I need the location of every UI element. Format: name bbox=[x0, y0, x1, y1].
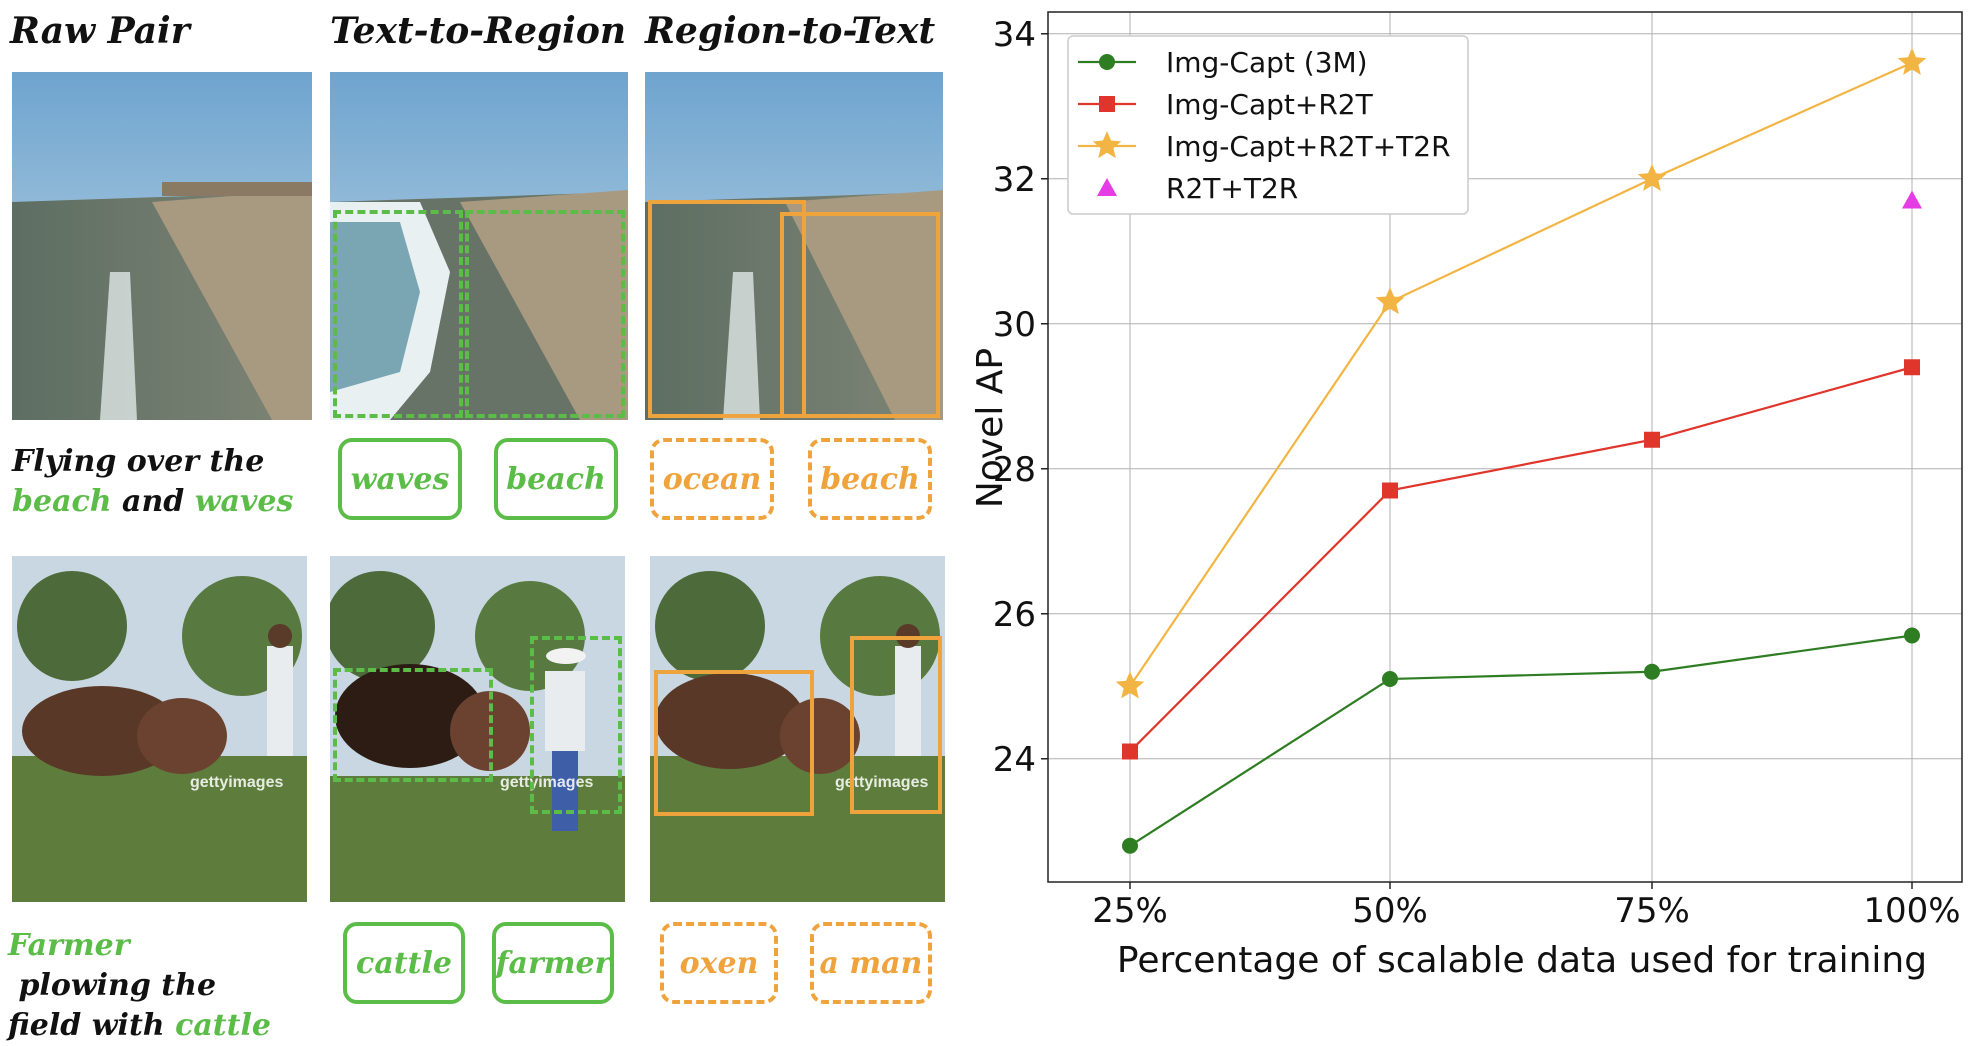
farm-image bbox=[650, 556, 945, 902]
beach-image bbox=[645, 72, 943, 420]
tag-oxen: oxen bbox=[660, 922, 778, 1004]
data-point bbox=[1122, 743, 1138, 760]
farm-photo-raw: gettyimages bbox=[12, 556, 307, 902]
region-box-waves bbox=[333, 210, 463, 418]
legend-label: Img-Capt (3M) bbox=[1166, 46, 1368, 79]
region-box-beach bbox=[465, 210, 625, 418]
column-header-region-to-text: Region-to-Text bbox=[645, 10, 936, 52]
legend-marker bbox=[1097, 178, 1117, 196]
beach-image bbox=[12, 72, 312, 420]
axes: 24 26 28 30 32 34 25% 50% 75% 100% bbox=[993, 11, 1963, 931]
region-box-farmer bbox=[530, 636, 622, 814]
legend-box bbox=[1067, 35, 1469, 215]
region-box-beach bbox=[780, 212, 940, 418]
data-point bbox=[1904, 627, 1920, 644]
caption-keyword: Farmer bbox=[8, 928, 130, 963]
series bbox=[1115, 47, 1927, 854]
y-tick-label: 34 bbox=[993, 15, 1036, 55]
x-tick-label: 50% bbox=[1352, 891, 1428, 931]
beach-photo-t2r bbox=[330, 72, 628, 420]
caption-text: field with bbox=[8, 1008, 176, 1043]
y-tick-label: 30 bbox=[993, 305, 1036, 345]
x-tick-label: 75% bbox=[1614, 891, 1690, 931]
y-tick-label: 26 bbox=[993, 595, 1036, 635]
y-tick-label: 28 bbox=[993, 450, 1036, 490]
data-point bbox=[1897, 47, 1927, 75]
data-point bbox=[1115, 671, 1145, 699]
data-point bbox=[1644, 663, 1660, 680]
y-axis-label: Novel AP bbox=[970, 348, 1011, 508]
series-line bbox=[1129, 366, 1913, 753]
beach-photo-raw bbox=[12, 72, 312, 420]
legend: Img-Capt (3M) Img-Capt+R2T Img-Capt+R2T+T2… bbox=[1067, 35, 1469, 215]
legend-label: R2T+T2R bbox=[1166, 172, 1298, 205]
tag-farmer: farmer bbox=[492, 922, 614, 1004]
y-tick-label: 32 bbox=[993, 160, 1036, 200]
farm-image bbox=[330, 556, 625, 902]
x-tick-label: 25% bbox=[1092, 891, 1168, 931]
region-box-a-man bbox=[850, 636, 942, 814]
tag-beach: beach bbox=[494, 438, 618, 520]
watermark: gettyimages bbox=[835, 774, 929, 791]
tag-a-man: a man bbox=[810, 922, 932, 1004]
region-box-oxen bbox=[654, 670, 814, 816]
data-point bbox=[1122, 837, 1138, 854]
legend-marker bbox=[1099, 54, 1115, 70]
legend-label: Img-Capt+R2T+T2R bbox=[1166, 130, 1451, 163]
tag-waves: waves bbox=[338, 438, 462, 520]
tag-beach: beach bbox=[808, 438, 932, 520]
legend-marker bbox=[1099, 96, 1115, 112]
data-point bbox=[1382, 482, 1398, 499]
illustration-panel: Raw Pair Text-to-Region Region-to-Text bbox=[0, 0, 960, 1043]
caption-keyword: cattle bbox=[175, 1008, 271, 1043]
tag-cattle: cattle bbox=[343, 922, 465, 1004]
data-point bbox=[1382, 671, 1398, 687]
data-point bbox=[1375, 287, 1405, 315]
farm-image bbox=[12, 556, 307, 902]
data-point bbox=[1904, 359, 1920, 376]
farm-photo-t2r: gettyimages bbox=[330, 556, 625, 902]
plot-frame bbox=[1047, 11, 1963, 883]
data-point bbox=[1902, 190, 1922, 209]
beach-photo-r2t bbox=[645, 72, 943, 420]
data-point bbox=[1637, 163, 1667, 191]
caption-text: and bbox=[111, 484, 195, 519]
caption-farm: Farmer plowing the field with cattle bbox=[8, 926, 318, 1046]
caption-keyword: beach bbox=[12, 484, 112, 519]
farm-photo-r2t: gettyimages bbox=[650, 556, 945, 902]
tag-ocean: ocean bbox=[650, 438, 774, 520]
caption-text: plowing the bbox=[8, 968, 217, 1003]
x-axis-label: Percentage of scalable data used for tra… bbox=[1117, 940, 1927, 981]
column-header-text-to-region: Text-to-Region bbox=[330, 10, 627, 52]
caption-keyword: waves bbox=[194, 484, 294, 519]
column-header-raw-pair: Raw Pair bbox=[10, 10, 190, 52]
beach-image bbox=[330, 72, 628, 420]
caption-text: Flying over the bbox=[12, 444, 265, 479]
watermark: gettyimages bbox=[500, 774, 594, 791]
caption-beach: Flying over the beach and waves bbox=[12, 442, 312, 522]
data-point bbox=[1644, 431, 1660, 448]
region-box-cattle bbox=[333, 668, 493, 782]
legend-marker bbox=[1092, 131, 1122, 159]
region-box-ocean bbox=[648, 200, 806, 418]
y-tick-label: 24 bbox=[993, 740, 1036, 780]
watermark: gettyimages bbox=[190, 774, 284, 791]
x-tick-label: 100% bbox=[1863, 891, 1960, 931]
series-line bbox=[1129, 634, 1913, 847]
series-line bbox=[1129, 61, 1913, 687]
legend-label: Img-Capt+R2T bbox=[1166, 88, 1374, 121]
